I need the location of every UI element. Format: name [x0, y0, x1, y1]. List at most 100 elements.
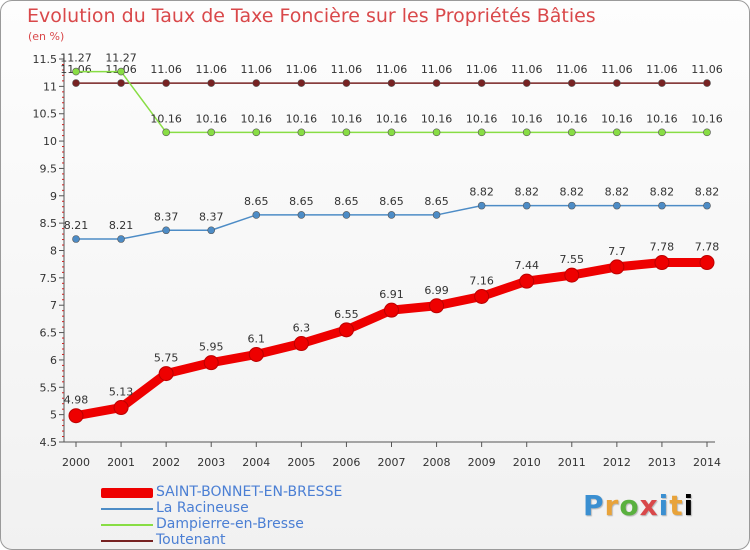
- data-label: 8.65: [289, 195, 314, 208]
- data-label: 10.16: [466, 112, 498, 125]
- data-label: 8.82: [560, 186, 585, 199]
- y-tick-label: 4.5: [40, 436, 58, 449]
- data-label: 11.06: [150, 63, 182, 76]
- data-label: 10.16: [195, 112, 227, 125]
- data-point: [72, 235, 80, 243]
- data-label: 11.06: [466, 63, 498, 76]
- data-point: [432, 79, 441, 87]
- x-tick-label: 2009: [468, 456, 496, 469]
- data-point: [252, 128, 261, 137]
- data-point: [613, 128, 621, 137]
- x-tick-label: 2000: [62, 456, 90, 469]
- data-point: [519, 273, 535, 289]
- data-point: [384, 302, 399, 318]
- x-tick-label: 2008: [423, 456, 451, 469]
- data-point: [162, 226, 170, 235]
- data-point: [658, 201, 666, 210]
- data-point: [654, 255, 670, 271]
- data-point: [477, 128, 486, 137]
- data-point: [609, 259, 625, 275]
- x-tick-label: 2012: [603, 456, 631, 469]
- data-point: [297, 211, 306, 219]
- data-point: [248, 346, 264, 362]
- data-point: [117, 67, 125, 76]
- data-point: [158, 366, 174, 382]
- data-point: [703, 128, 711, 137]
- data-point: [387, 211, 396, 219]
- data-point: [703, 79, 711, 87]
- y-tick-label: 10: [43, 135, 57, 148]
- data-point: [252, 211, 261, 219]
- data-point: [342, 211, 351, 219]
- data-point: [522, 128, 531, 137]
- data-label: 8.82: [650, 186, 675, 199]
- data-label: 10.16: [511, 112, 543, 125]
- legend-swatch-dampierre: [101, 524, 153, 526]
- data-point: [68, 408, 84, 424]
- data-point: [297, 128, 306, 137]
- data-point: [207, 79, 216, 87]
- data-point: [338, 322, 354, 338]
- data-point: [162, 128, 170, 137]
- data-point: [293, 336, 309, 352]
- data-point: [567, 128, 576, 137]
- data-point: [342, 79, 351, 87]
- proxiti-logo: Proxiti: [583, 489, 695, 522]
- x-tick-label: 2005: [287, 456, 315, 469]
- data-label: 8.82: [514, 186, 539, 199]
- line-chart: 4.5 5 5.5 6 6.5 7 7.5 8 8.5 9 9.5 10 10.5 11 11.5 2000 2…: [33, 52, 723, 469]
- data-label: 10.16: [150, 112, 182, 125]
- y-tick-label: 5.5: [40, 381, 58, 394]
- y-tick-label: 8.5: [40, 217, 58, 230]
- data-point: [522, 201, 531, 210]
- data-label: 8.82: [469, 186, 494, 199]
- data-point: [162, 79, 170, 87]
- y-tick-label: 9.5: [40, 162, 58, 175]
- data-point: [72, 79, 80, 87]
- data-point: [477, 79, 486, 87]
- data-label: 8.37: [154, 210, 179, 223]
- data-point: [522, 79, 531, 87]
- data-label: 8.65: [334, 195, 359, 208]
- data-label: 11.06: [601, 63, 633, 76]
- y-tick-label: 10.5: [33, 108, 58, 121]
- data-label: 8.65: [244, 195, 269, 208]
- series-line-0: [71, 258, 712, 421]
- data-point: [117, 79, 125, 87]
- data-label: 11.06: [511, 63, 543, 76]
- data-point: [432, 211, 441, 219]
- y-tick-label: 6: [50, 354, 57, 367]
- data-label: 6.3: [293, 322, 311, 335]
- data-point: [477, 201, 486, 210]
- legend-label-toutenant: Toutenant: [156, 532, 226, 548]
- data-label: 8.37: [199, 210, 224, 223]
- data-point: [432, 128, 441, 137]
- data-label: 11.06: [195, 63, 227, 76]
- data-point: [207, 128, 216, 137]
- data-label: 7.44: [514, 259, 539, 272]
- data-point: [658, 128, 666, 137]
- data-label: 11.06: [376, 63, 408, 76]
- data-label: 11.06: [691, 63, 723, 76]
- x-tick-label: 2001: [107, 456, 135, 469]
- data-label: 7.16: [469, 274, 494, 287]
- data-label: 8.21: [109, 219, 134, 232]
- data-label: 5.13: [109, 386, 134, 399]
- data-label: 6.55: [334, 308, 359, 321]
- data-label: 7.7: [608, 245, 626, 258]
- data-label: 8.65: [379, 195, 404, 208]
- legend-swatch-saint-bonnet: [101, 488, 153, 498]
- data-label: 6.91: [379, 288, 404, 301]
- data-label: 11.06: [556, 63, 588, 76]
- data-point: [387, 128, 396, 137]
- chart-unit: (en %): [28, 30, 65, 43]
- data-label: 6.1: [248, 332, 266, 345]
- data-label: 11.06: [286, 63, 318, 76]
- data-label: 8.65: [424, 195, 449, 208]
- data-label: 4.98: [64, 394, 89, 407]
- data-point: [703, 201, 711, 210]
- y-tick-label: 9: [50, 190, 57, 203]
- data-point: [613, 201, 621, 210]
- data-label: 11.27: [105, 52, 137, 65]
